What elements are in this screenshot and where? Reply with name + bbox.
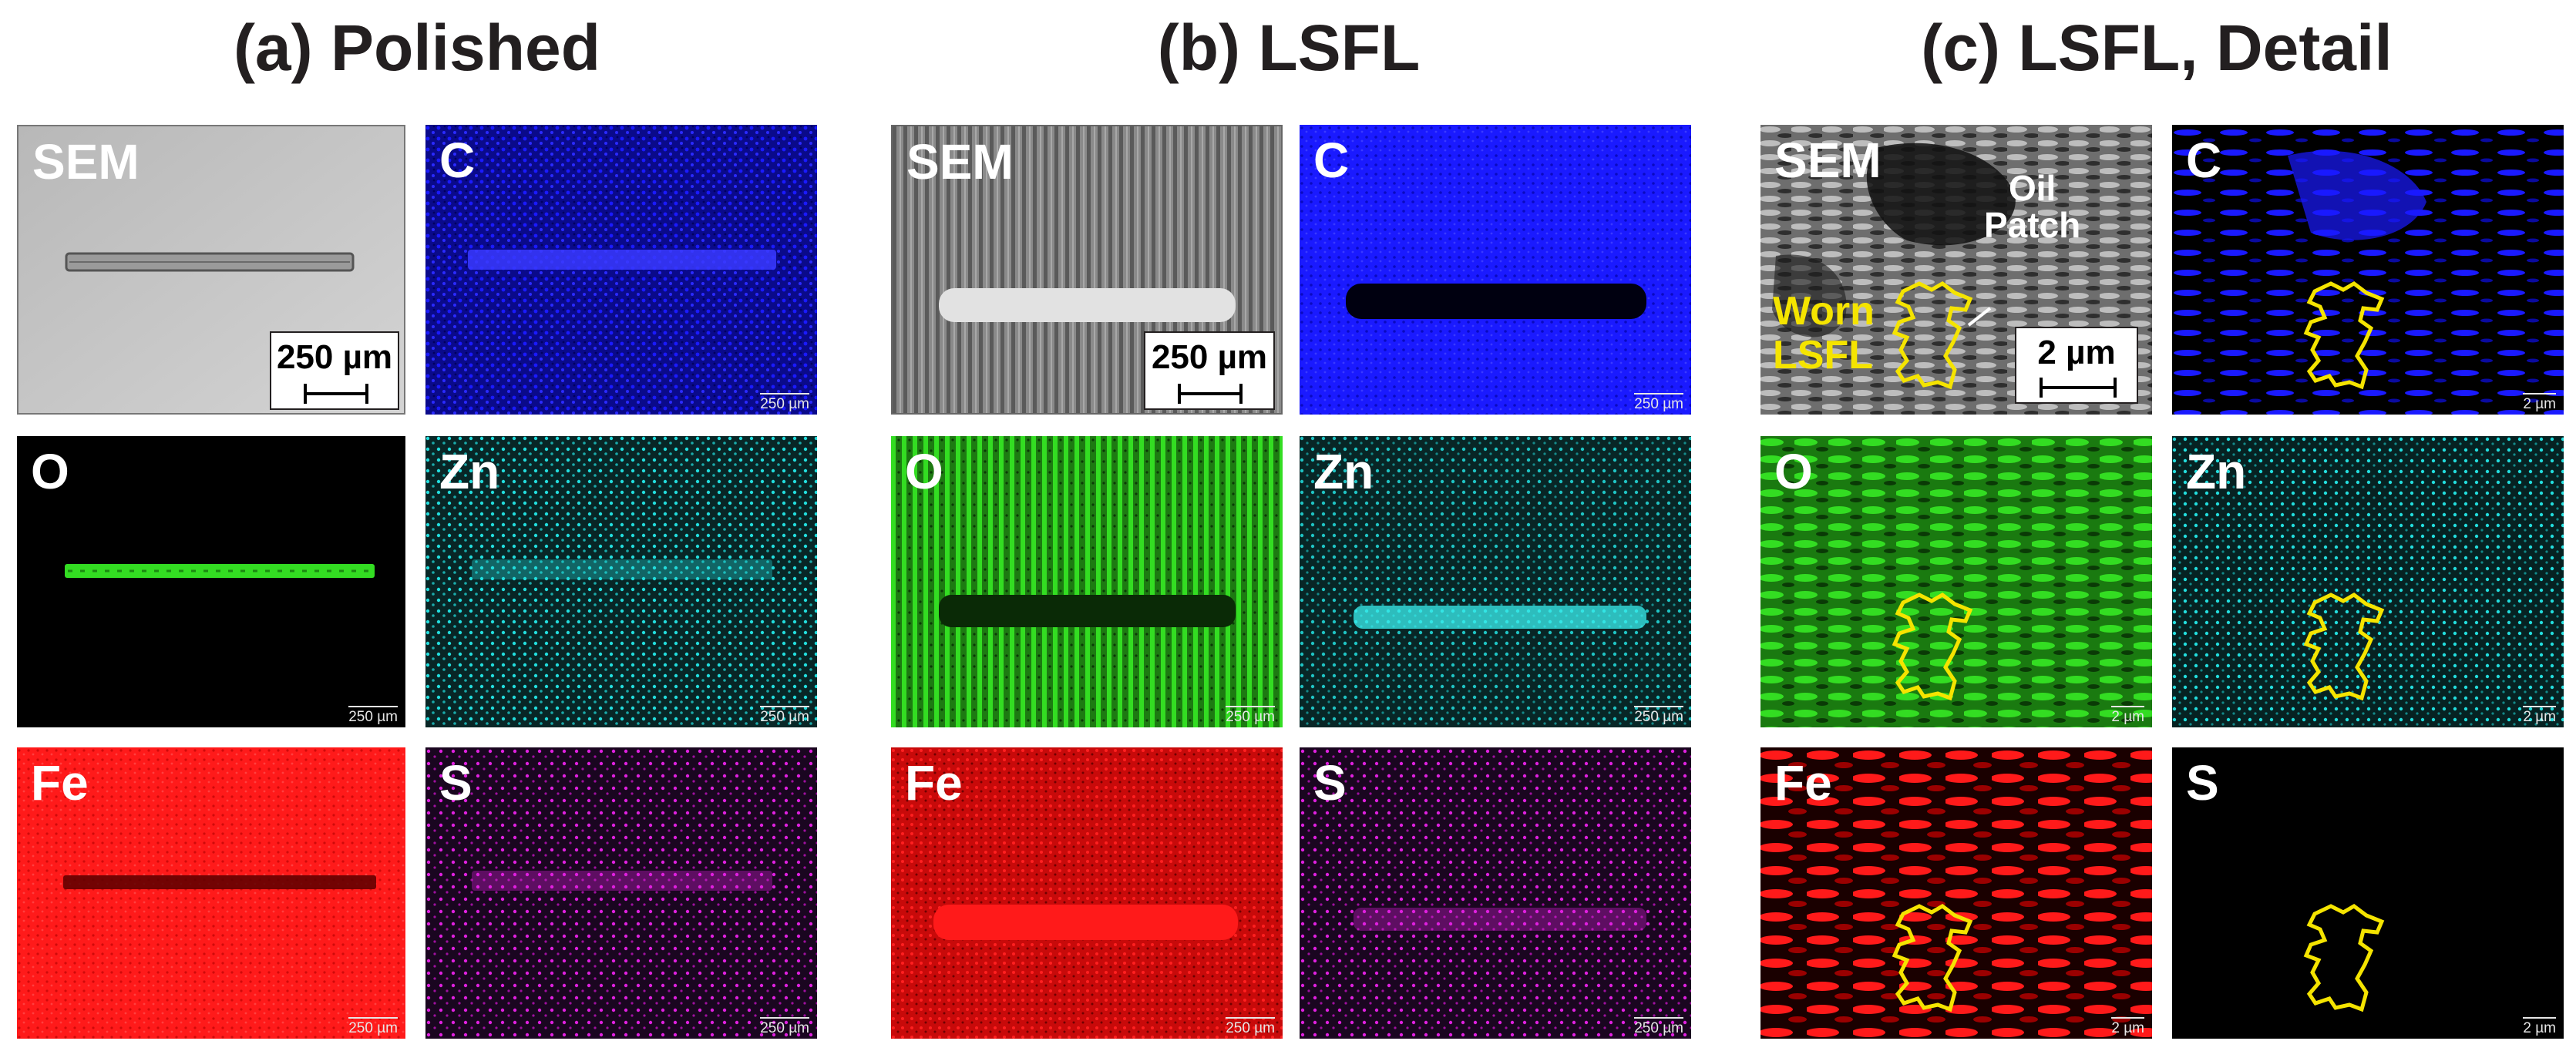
panel-c-zn: Zn 2 µm — [2172, 436, 2564, 727]
mini-scale: 250 µm — [1634, 1017, 1683, 1036]
worn-lsfl-outline — [1892, 904, 1973, 1012]
carbon-map — [2172, 125, 2564, 415]
label-c: C — [1313, 133, 1350, 188]
iron-map — [891, 747, 1283, 1039]
panel-a-sem: SEM 250 µm — [17, 125, 405, 415]
oxygen-map — [891, 436, 1283, 727]
panel-a-o: O 250 µm — [17, 436, 405, 727]
mini-scale: 2 µm — [2111, 1017, 2144, 1036]
oil-patch-label: Oil Patch — [1984, 168, 2081, 246]
label-s: S — [1313, 755, 1347, 811]
oxygen-map — [1760, 436, 2152, 727]
mini-scale: 250 µm — [760, 706, 809, 724]
mini-scale: 250 µm — [1634, 706, 1683, 724]
iron-map — [1760, 747, 2152, 1039]
scale-bar — [304, 384, 368, 404]
label-fe: Fe — [905, 755, 963, 811]
zinc-map — [1300, 436, 1691, 727]
mini-scale: 250 µm — [760, 1017, 809, 1036]
panel-b-o: O 250 µm — [891, 436, 1283, 727]
panel-c-fe: Fe 2 µm — [1760, 747, 2152, 1039]
mini-scale: 250 µm — [1226, 706, 1275, 724]
title-lsfl-detail: (c) LSFL, Detail — [1921, 12, 2393, 84]
worn-lsfl-outline — [1892, 593, 1973, 701]
mini-scale: 250 µm — [760, 393, 809, 411]
label-c: C — [439, 133, 476, 188]
panel-b-sem: SEM 250 µm — [891, 125, 1283, 415]
panel-a-s: S 250 µm — [425, 747, 817, 1039]
sulfur-map — [2172, 747, 2564, 1039]
scale-text: 2 µm — [2037, 334, 2116, 371]
scale-text: 250 µm — [276, 338, 393, 376]
scale-text: 250 µm — [1151, 338, 1268, 376]
label-sem: SEM — [1774, 133, 1882, 188]
sulfur-map — [1300, 747, 1691, 1039]
zinc-map — [2172, 436, 2564, 727]
panel-a-fe: Fe 250 µm — [17, 747, 405, 1039]
panel-a-zn: Zn 250 µm — [425, 436, 817, 727]
sulfur-map — [425, 747, 817, 1039]
mini-scale: 250 µm — [348, 1017, 398, 1036]
mini-scale: 250 µm — [348, 706, 398, 724]
label-fe: Fe — [31, 755, 89, 811]
panel-c-o: O 2 µm — [1760, 436, 2152, 727]
label-sem: SEM — [32, 134, 140, 190]
label-s: S — [2186, 755, 2219, 811]
scale-bar — [1178, 384, 1243, 404]
panel-a-c: C 250 µm — [425, 125, 817, 415]
worn-lsfl-label: Worn LSFL — [1773, 289, 1875, 378]
mini-scale: 2 µm — [2523, 706, 2556, 724]
panel-b-c: C 250 µm — [1300, 125, 1691, 415]
worn-lsfl-outline — [2303, 904, 2385, 1012]
oxygen-map — [65, 564, 375, 578]
panel-c-sem: SEM Oil Patch Worn LSFL 2 µm — [1760, 125, 2152, 415]
label-o: O — [1774, 444, 1813, 499]
scale-bar — [2040, 378, 2117, 398]
worn-lsfl-outline — [2303, 281, 2385, 390]
label-zn: Zn — [2186, 444, 2247, 499]
mini-scale: 250 µm — [1226, 1017, 1275, 1036]
sem-image — [18, 126, 404, 413]
mini-scale: 2 µm — [2523, 1017, 2556, 1036]
carbon-map — [1300, 125, 1691, 415]
scale-box: 2 µm — [2015, 327, 2138, 404]
label-fe: Fe — [1774, 755, 1832, 811]
panel-c-s: S 2 µm — [2172, 747, 2564, 1039]
mini-scale: 2 µm — [2523, 393, 2556, 411]
iron-map — [17, 747, 405, 1039]
mini-scale: 2 µm — [2111, 706, 2144, 724]
label-sem: SEM — [906, 134, 1014, 190]
label-zn: Zn — [439, 444, 500, 499]
scale-box: 250 µm — [270, 331, 399, 410]
title-lsfl: (b) LSFL — [1157, 12, 1421, 84]
panel-b-fe: Fe 250 µm — [891, 747, 1283, 1039]
worn-lsfl-outline — [2303, 593, 2385, 701]
title-polished: (a) Polished — [233, 12, 601, 84]
label-o: O — [905, 444, 943, 499]
scale-box: 250 µm — [1144, 331, 1275, 410]
carbon-map — [425, 125, 817, 415]
label-c: C — [2186, 133, 2222, 188]
label-s: S — [439, 755, 472, 811]
panel-b-zn: Zn 250 µm — [1300, 436, 1691, 727]
oil-patch-arrow — [1967, 307, 1992, 327]
worn-lsfl-outline — [1892, 281, 1973, 390]
zinc-map — [425, 436, 817, 727]
panel-c-c: C 2 µm — [2172, 125, 2564, 415]
mini-scale: 250 µm — [1634, 393, 1683, 411]
label-zn: Zn — [1313, 444, 1374, 499]
panel-b-s: S 250 µm — [1300, 747, 1691, 1039]
label-o: O — [31, 444, 69, 499]
